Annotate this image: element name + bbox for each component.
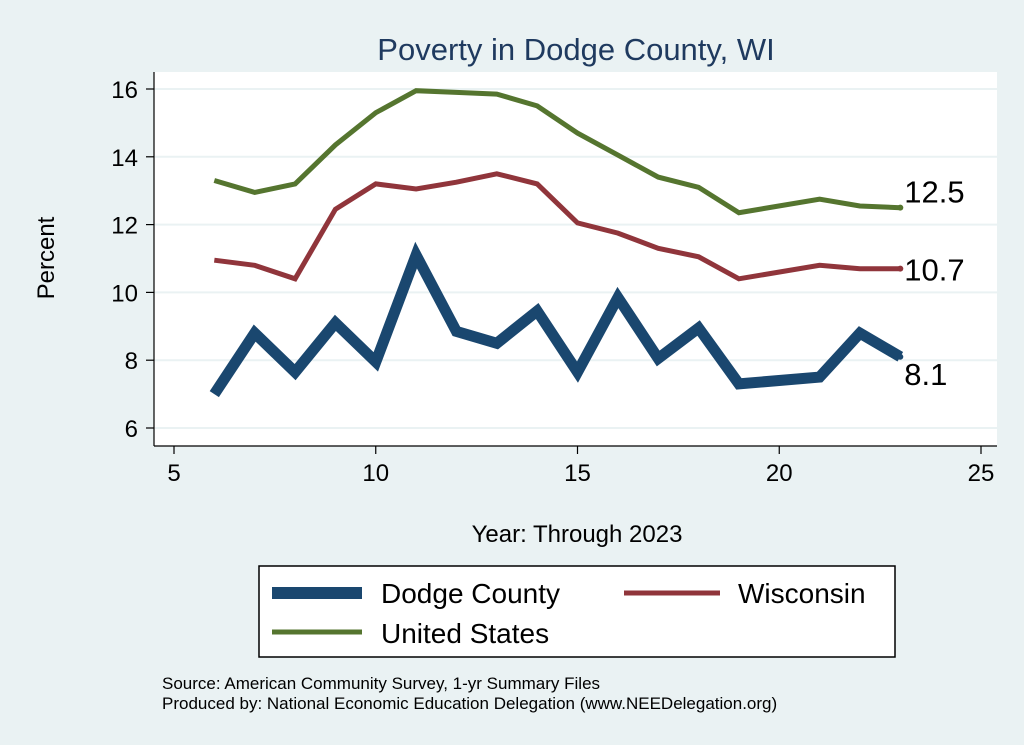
end-label-wisconsin: 10.7 bbox=[904, 253, 964, 288]
x-tick-label: 25 bbox=[968, 460, 995, 487]
y-tick-label: 16 bbox=[111, 77, 138, 104]
legend-label-united-states: United States bbox=[381, 618, 549, 649]
series-endpoint-wisconsin bbox=[897, 265, 904, 272]
series-line-wisconsin bbox=[213, 171, 901, 282]
series-layer bbox=[209, 88, 904, 398]
y-axis: 6 8 10 12 14 16 bbox=[111, 72, 155, 446]
y-tick-label: 10 bbox=[111, 280, 138, 307]
y-tick-label: 14 bbox=[111, 145, 138, 172]
source-line-1: Source: American Community Survey, 1-yr … bbox=[162, 674, 600, 693]
source-line-2: Produced by: National Economic Education… bbox=[162, 694, 777, 713]
y-tick-label: 6 bbox=[125, 416, 138, 443]
series-endpoint-united-states bbox=[897, 204, 904, 211]
y-tick-label: 12 bbox=[111, 213, 138, 240]
series-line-dodge-county bbox=[209, 241, 904, 398]
x-axis: 5 10 15 20 25 bbox=[154, 445, 997, 487]
legend: Dodge County Wisconsin United States bbox=[258, 565, 896, 658]
x-axis-title: Year: Through 2023 bbox=[472, 521, 683, 548]
series-endpoint-dodge-county bbox=[897, 353, 904, 360]
legend-label-wisconsin: Wisconsin bbox=[738, 578, 866, 609]
end-label-dodge-county: 8.1 bbox=[904, 357, 947, 392]
end-labels: 8.1 10.7 12.5 bbox=[904, 175, 964, 392]
legend-box bbox=[258, 565, 896, 658]
y-axis-title: Percent bbox=[33, 216, 60, 299]
y-tick-label: 8 bbox=[125, 348, 138, 375]
end-label-united-states: 12.5 bbox=[904, 175, 964, 210]
x-tick-label: 5 bbox=[167, 460, 180, 487]
chart-title: Poverty in Dodge County, WI bbox=[377, 32, 774, 67]
x-tick-label: 10 bbox=[362, 460, 389, 487]
plot-area bbox=[154, 72, 997, 446]
legend-label-dodge-county: Dodge County bbox=[381, 578, 560, 609]
series-line-united-states bbox=[213, 88, 901, 216]
x-tick-label: 15 bbox=[564, 460, 591, 487]
x-tick-label: 20 bbox=[766, 460, 793, 487]
